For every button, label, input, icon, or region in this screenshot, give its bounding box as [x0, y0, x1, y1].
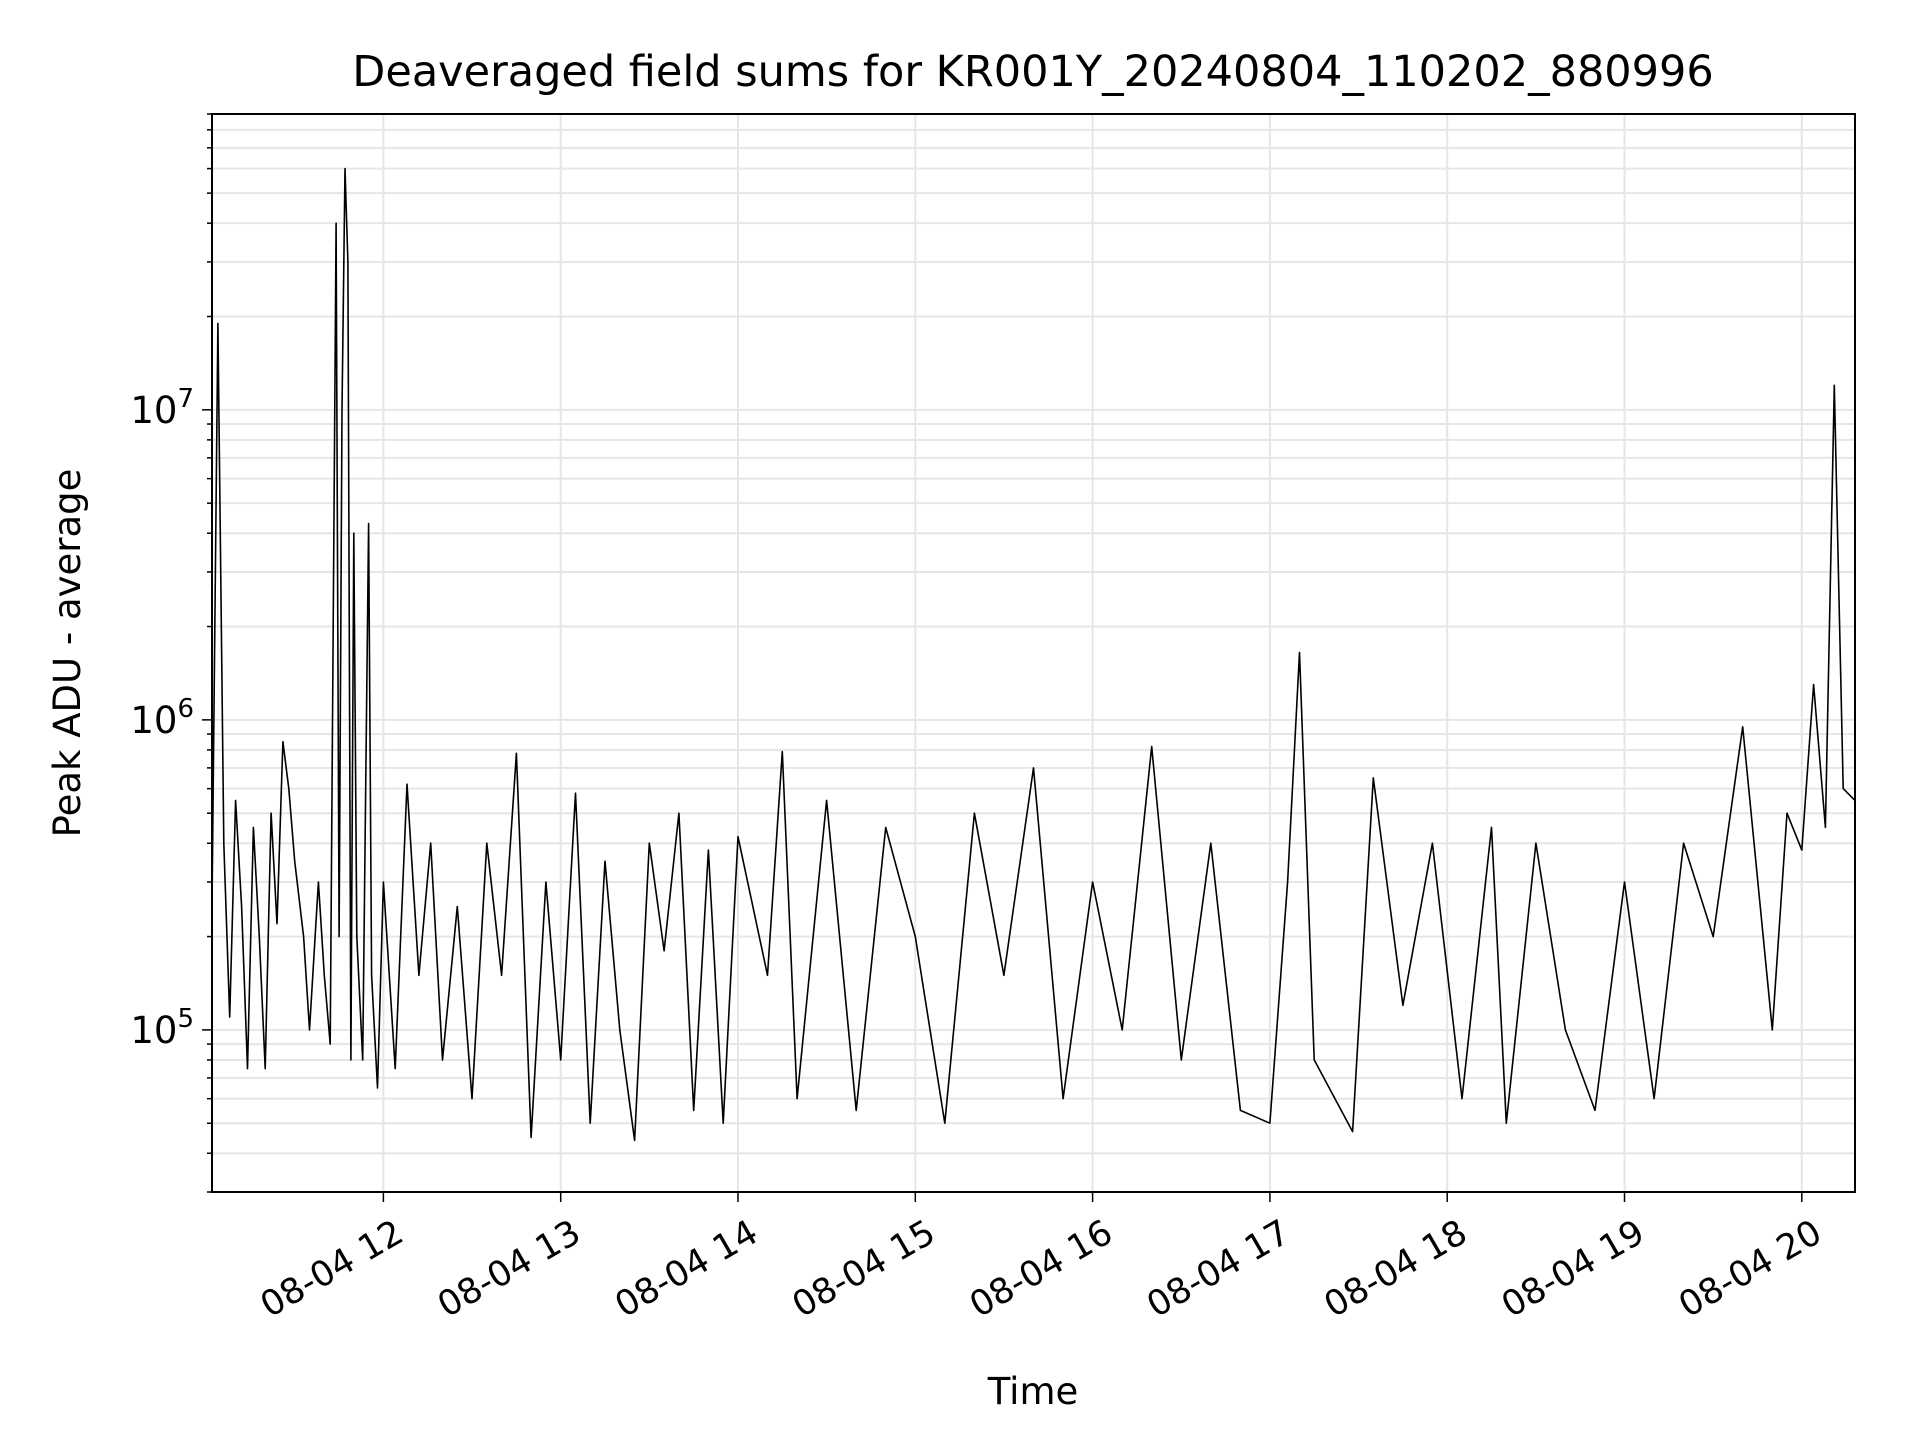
plot-frame	[211, 113, 1856, 1193]
y-axis-label: Peak ADU - average	[46, 469, 89, 838]
y-tick-label: 105	[130, 1004, 194, 1052]
y-tick-base: 10	[130, 699, 177, 742]
y-tick-label: 106	[130, 694, 194, 742]
series-layer	[211, 167, 1856, 1142]
y-tick-base: 10	[130, 1009, 177, 1052]
y-tick-exponent: 7	[177, 384, 194, 414]
y-tick-exponent: 6	[177, 694, 194, 724]
x-axis-label: Time	[987, 1370, 1079, 1413]
series-line	[211, 167, 1856, 1142]
grid-lines	[212, 113, 1855, 1193]
chart-title: Deaveraged field sums for KR001Y_2024080…	[352, 47, 1714, 97]
y-tick-exponent: 5	[177, 1004, 194, 1034]
y-tick-label: 107	[130, 384, 194, 432]
y-tick-base: 10	[130, 389, 177, 432]
